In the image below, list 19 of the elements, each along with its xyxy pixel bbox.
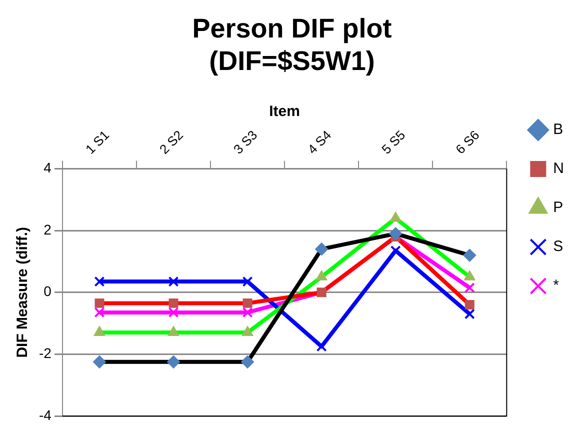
x-tick-label: 4 S4 <box>304 127 334 157</box>
y-tick-label: -2 <box>38 345 52 362</box>
x-tick-label: 3 S3 <box>230 127 260 157</box>
y-tick-label: 0 <box>44 283 52 300</box>
chart-title: Person DIF plot (DIF=$S5W1) <box>192 14 392 76</box>
x-tick-label: 2 S2 <box>156 127 186 157</box>
y-tick-label: -4 <box>38 406 52 423</box>
x-axis-title: Item <box>269 102 300 120</box>
x-tick-label: 6 S6 <box>452 127 482 157</box>
legend-label: * <box>553 277 560 294</box>
x-tick-label: 5 S5 <box>378 127 408 157</box>
y-tick-label: 2 <box>44 221 52 238</box>
legend-label: N <box>553 160 564 178</box>
x-tick-label: 1 S1 <box>82 127 112 157</box>
y-tick-label: 4 <box>44 160 52 176</box>
legend-label: B <box>553 121 564 138</box>
legend-label: P <box>553 199 564 216</box>
y-axis-title: DIF Measure (diff.) <box>14 226 32 358</box>
legend-label: S <box>553 238 564 256</box>
